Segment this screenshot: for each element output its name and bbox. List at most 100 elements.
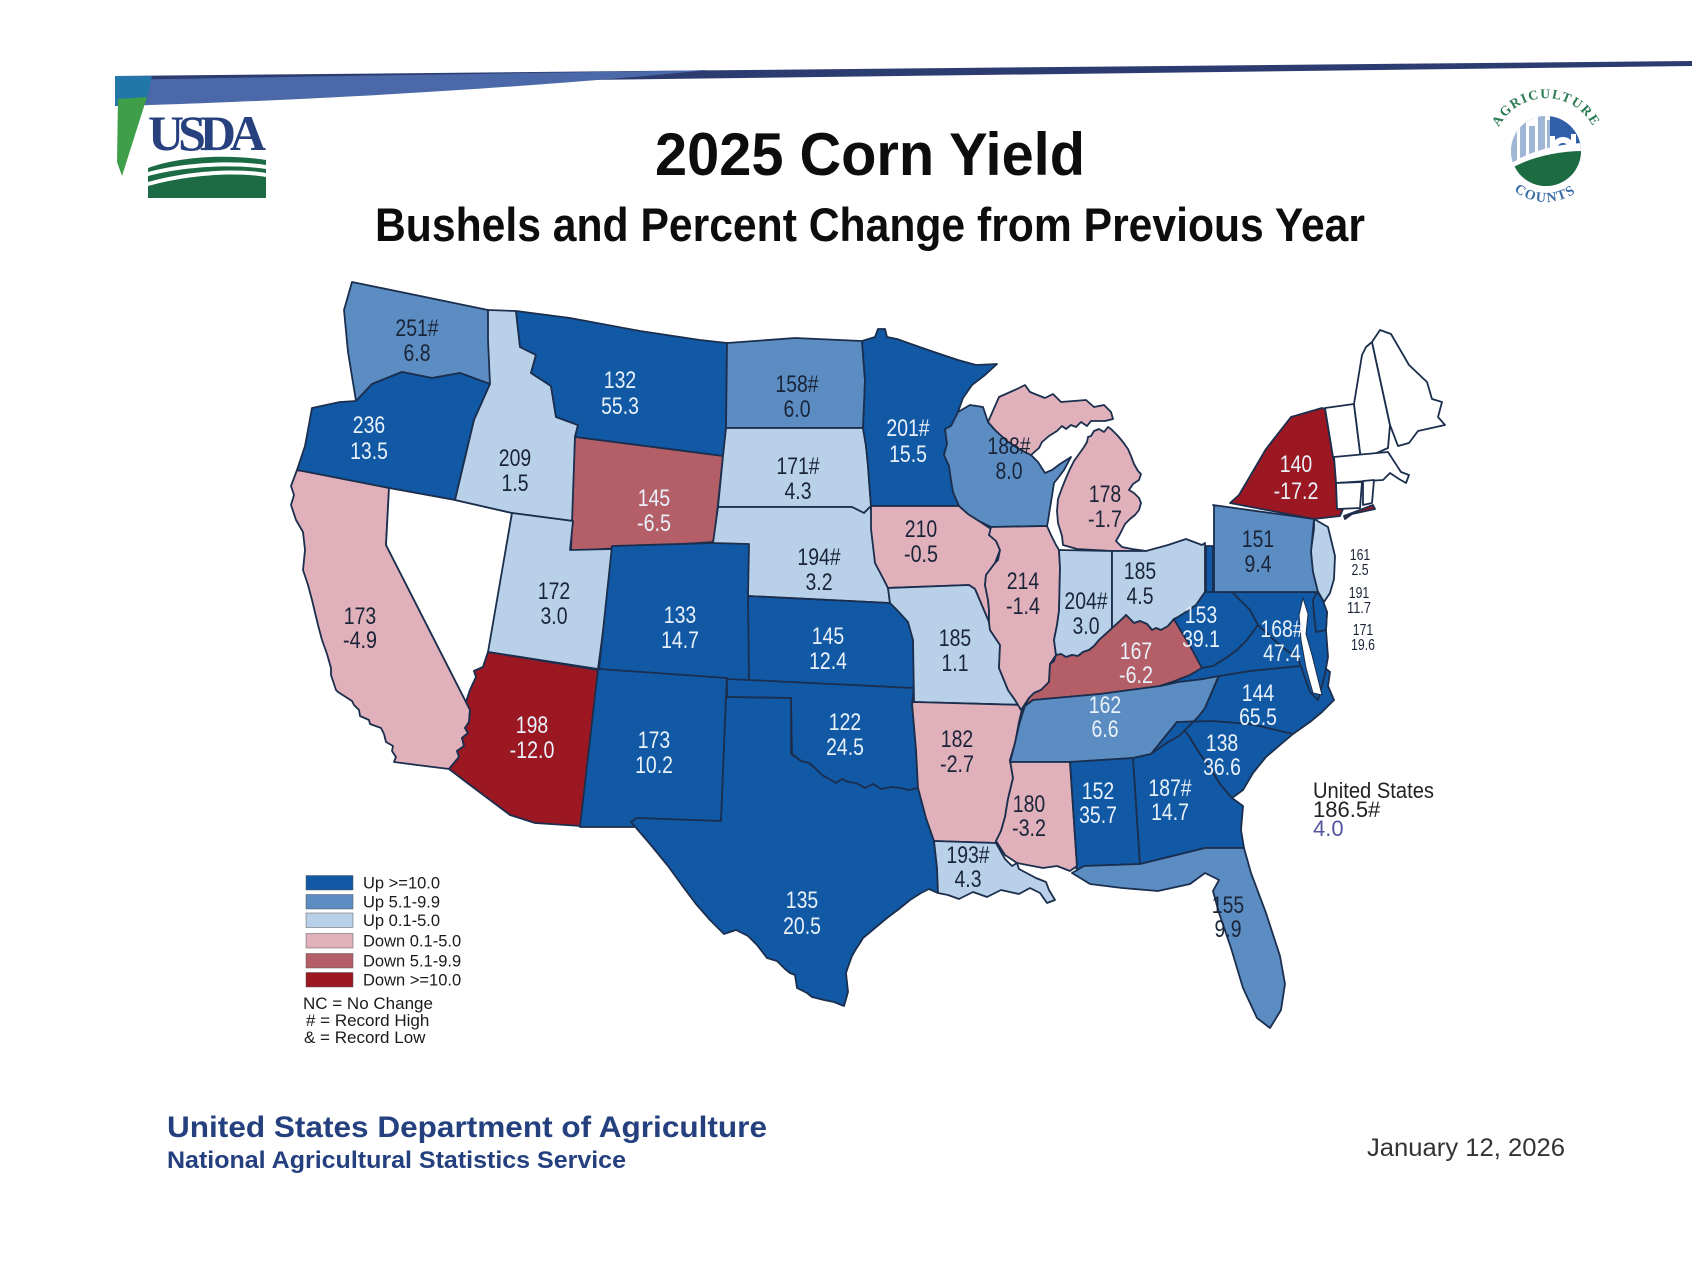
svg-text:19.6: 19.6 <box>1351 637 1375 654</box>
svg-text:-2.7: -2.7 <box>940 751 974 778</box>
svg-text:145: 145 <box>638 485 670 512</box>
svg-text:2025 Corn Yield: 2025 Corn Yield <box>655 121 1085 188</box>
svg-text:United States: United States <box>1313 778 1434 803</box>
svg-text:4.5: 4.5 <box>1127 583 1154 610</box>
svg-text:144: 144 <box>1242 680 1274 707</box>
svg-text:-6.5: -6.5 <box>637 510 671 537</box>
svg-text:55.3: 55.3 <box>601 393 639 420</box>
svg-text:185: 185 <box>939 625 971 652</box>
svg-text:155: 155 <box>1212 892 1244 919</box>
svg-text:12.4: 12.4 <box>809 648 847 675</box>
svg-text:8.0: 8.0 <box>996 458 1023 485</box>
svg-text:140: 140 <box>1280 451 1312 478</box>
svg-text:1.5: 1.5 <box>502 470 529 497</box>
svg-text:4.3: 4.3 <box>955 866 982 893</box>
svg-text:171: 171 <box>1353 622 1374 639</box>
svg-text:186.5#: 186.5# <box>1313 797 1381 822</box>
svg-text:35.7: 35.7 <box>1079 802 1117 829</box>
svg-text:6.0: 6.0 <box>784 396 811 423</box>
svg-text:185: 185 <box>1124 558 1156 585</box>
svg-text:13.5: 13.5 <box>350 438 388 465</box>
svg-text:14.7: 14.7 <box>661 627 699 654</box>
svg-text:36.6: 36.6 <box>1203 754 1241 781</box>
svg-text:-0.5: -0.5 <box>904 541 938 568</box>
svg-text:United States Department of Ag: United States Department of Agriculture <box>167 1111 767 1144</box>
svg-text:-6.2: -6.2 <box>1119 662 1153 689</box>
svg-text:133: 133 <box>664 602 696 629</box>
svg-text:194#: 194# <box>797 544 840 571</box>
svg-text:65.5: 65.5 <box>1239 704 1277 731</box>
svg-text:-12.0: -12.0 <box>510 737 555 764</box>
svg-text:Bushels and Percent Change fro: Bushels and Percent Change from Previous… <box>375 198 1365 251</box>
svg-text:9.9: 9.9 <box>1215 916 1242 943</box>
svg-text:-17.2: -17.2 <box>1274 478 1319 505</box>
svg-text:Down >=10.0: Down >=10.0 <box>363 972 461 990</box>
svg-text:NC = No Change: NC = No Change <box>303 994 433 1013</box>
svg-text:& = Record Low: & = Record Low <box>304 1028 426 1047</box>
svg-text:-1.4: -1.4 <box>1006 593 1040 620</box>
svg-text:187#: 187# <box>1148 775 1191 802</box>
svg-text:173: 173 <box>638 727 670 754</box>
svg-text:39.1: 39.1 <box>1182 626 1220 653</box>
svg-text:3.2: 3.2 <box>806 569 833 596</box>
svg-text:Up 0.1-5.0: Up 0.1-5.0 <box>363 912 440 930</box>
svg-text:USDA: USDA <box>148 105 266 161</box>
svg-text:236: 236 <box>353 412 385 439</box>
svg-text:198: 198 <box>516 712 548 739</box>
svg-text:191: 191 <box>1349 585 1370 602</box>
svg-text:158#: 158# <box>775 371 818 398</box>
svg-text:9.4: 9.4 <box>1245 551 1272 578</box>
svg-text:4.0: 4.0 <box>1313 816 1344 841</box>
svg-text:10.2: 10.2 <box>635 752 673 779</box>
svg-text:172: 172 <box>538 578 570 605</box>
svg-text:201#: 201# <box>886 415 929 442</box>
svg-text:11.7: 11.7 <box>1347 600 1371 617</box>
svg-text:# = Record High: # = Record High <box>306 1011 429 1030</box>
svg-text:14.7: 14.7 <box>1151 799 1189 826</box>
svg-text:3.0: 3.0 <box>1073 613 1100 640</box>
svg-text:47.4: 47.4 <box>1263 640 1301 667</box>
svg-text:161: 161 <box>1350 547 1371 564</box>
svg-text:24.5: 24.5 <box>826 734 864 761</box>
svg-text:152: 152 <box>1082 778 1114 805</box>
svg-text:193#: 193# <box>946 842 989 869</box>
svg-text:162: 162 <box>1089 692 1121 719</box>
svg-text:Down 5.1-9.9: Down 5.1-9.9 <box>363 953 461 971</box>
svg-text:188#: 188# <box>987 433 1030 460</box>
svg-text:6.6: 6.6 <box>1092 716 1119 743</box>
svg-text:20.5: 20.5 <box>783 913 821 940</box>
svg-text:National Agricultural Statisti: National Agricultural Statistics Service <box>167 1147 626 1174</box>
svg-text:Up 5.1-9.9: Up 5.1-9.9 <box>363 894 440 912</box>
svg-text:15.5: 15.5 <box>889 441 927 468</box>
svg-text:251#: 251# <box>395 315 438 342</box>
svg-text:214: 214 <box>1007 568 1039 595</box>
svg-text:173: 173 <box>344 603 376 630</box>
svg-text:135: 135 <box>786 887 818 914</box>
svg-text:122: 122 <box>829 709 861 736</box>
svg-text:209: 209 <box>499 445 531 472</box>
svg-text:171#: 171# <box>776 453 819 480</box>
svg-text:-3.2: -3.2 <box>1012 815 1046 842</box>
svg-text:204#: 204# <box>1064 588 1107 615</box>
svg-text:210: 210 <box>905 516 937 543</box>
svg-text:167: 167 <box>1120 638 1152 665</box>
svg-text:Down 0.1-5.0: Down 0.1-5.0 <box>363 933 461 951</box>
svg-text:1.1: 1.1 <box>942 650 969 677</box>
svg-text:2.5: 2.5 <box>1351 562 1368 579</box>
svg-text:-4.9: -4.9 <box>343 627 377 654</box>
svg-text:138: 138 <box>1206 730 1238 757</box>
svg-text:151: 151 <box>1242 526 1274 553</box>
svg-text:132: 132 <box>604 367 636 394</box>
svg-text:January 12, 2026: January 12, 2026 <box>1367 1134 1565 1162</box>
svg-text:4.3: 4.3 <box>785 478 812 505</box>
svg-text:182: 182 <box>941 726 973 753</box>
svg-text:153: 153 <box>1185 602 1217 629</box>
svg-text:145: 145 <box>812 623 844 650</box>
svg-text:168#: 168# <box>1260 616 1303 643</box>
svg-text:180: 180 <box>1013 791 1045 818</box>
svg-text:3.0: 3.0 <box>541 603 568 630</box>
svg-text:-1.7: -1.7 <box>1088 506 1122 533</box>
svg-text:6.8: 6.8 <box>404 340 431 367</box>
svg-text:178: 178 <box>1089 481 1121 508</box>
svg-text:Up >=10.0: Up >=10.0 <box>363 875 440 893</box>
